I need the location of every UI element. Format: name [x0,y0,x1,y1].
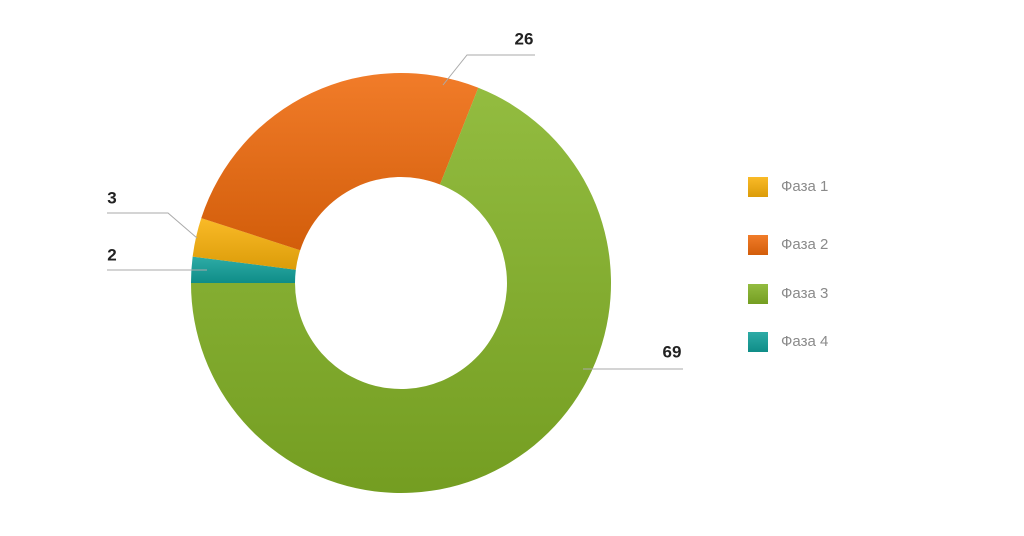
legend-label: Фаза 2 [781,236,828,253]
legend-swatch-shade [748,235,768,255]
segment-shade [191,256,296,283]
legend-swatch-shade [748,332,768,352]
legend-swatch-shade [748,284,768,304]
segment-shade [201,72,479,251]
value-label: 26 [515,29,534,48]
value-label: 2 [107,245,116,264]
segment-shade [192,218,301,270]
value-label: 3 [107,188,116,207]
leader-line [442,54,535,86]
value-label: 69 [663,342,682,361]
leader-line [107,212,198,239]
legend-label: Фаза 3 [781,285,828,302]
legend-label: Фаза 4 [781,333,828,350]
segment-shade [191,87,611,494]
legend-label: Фаза 1 [781,178,828,195]
legend-swatch-shade [748,177,768,197]
